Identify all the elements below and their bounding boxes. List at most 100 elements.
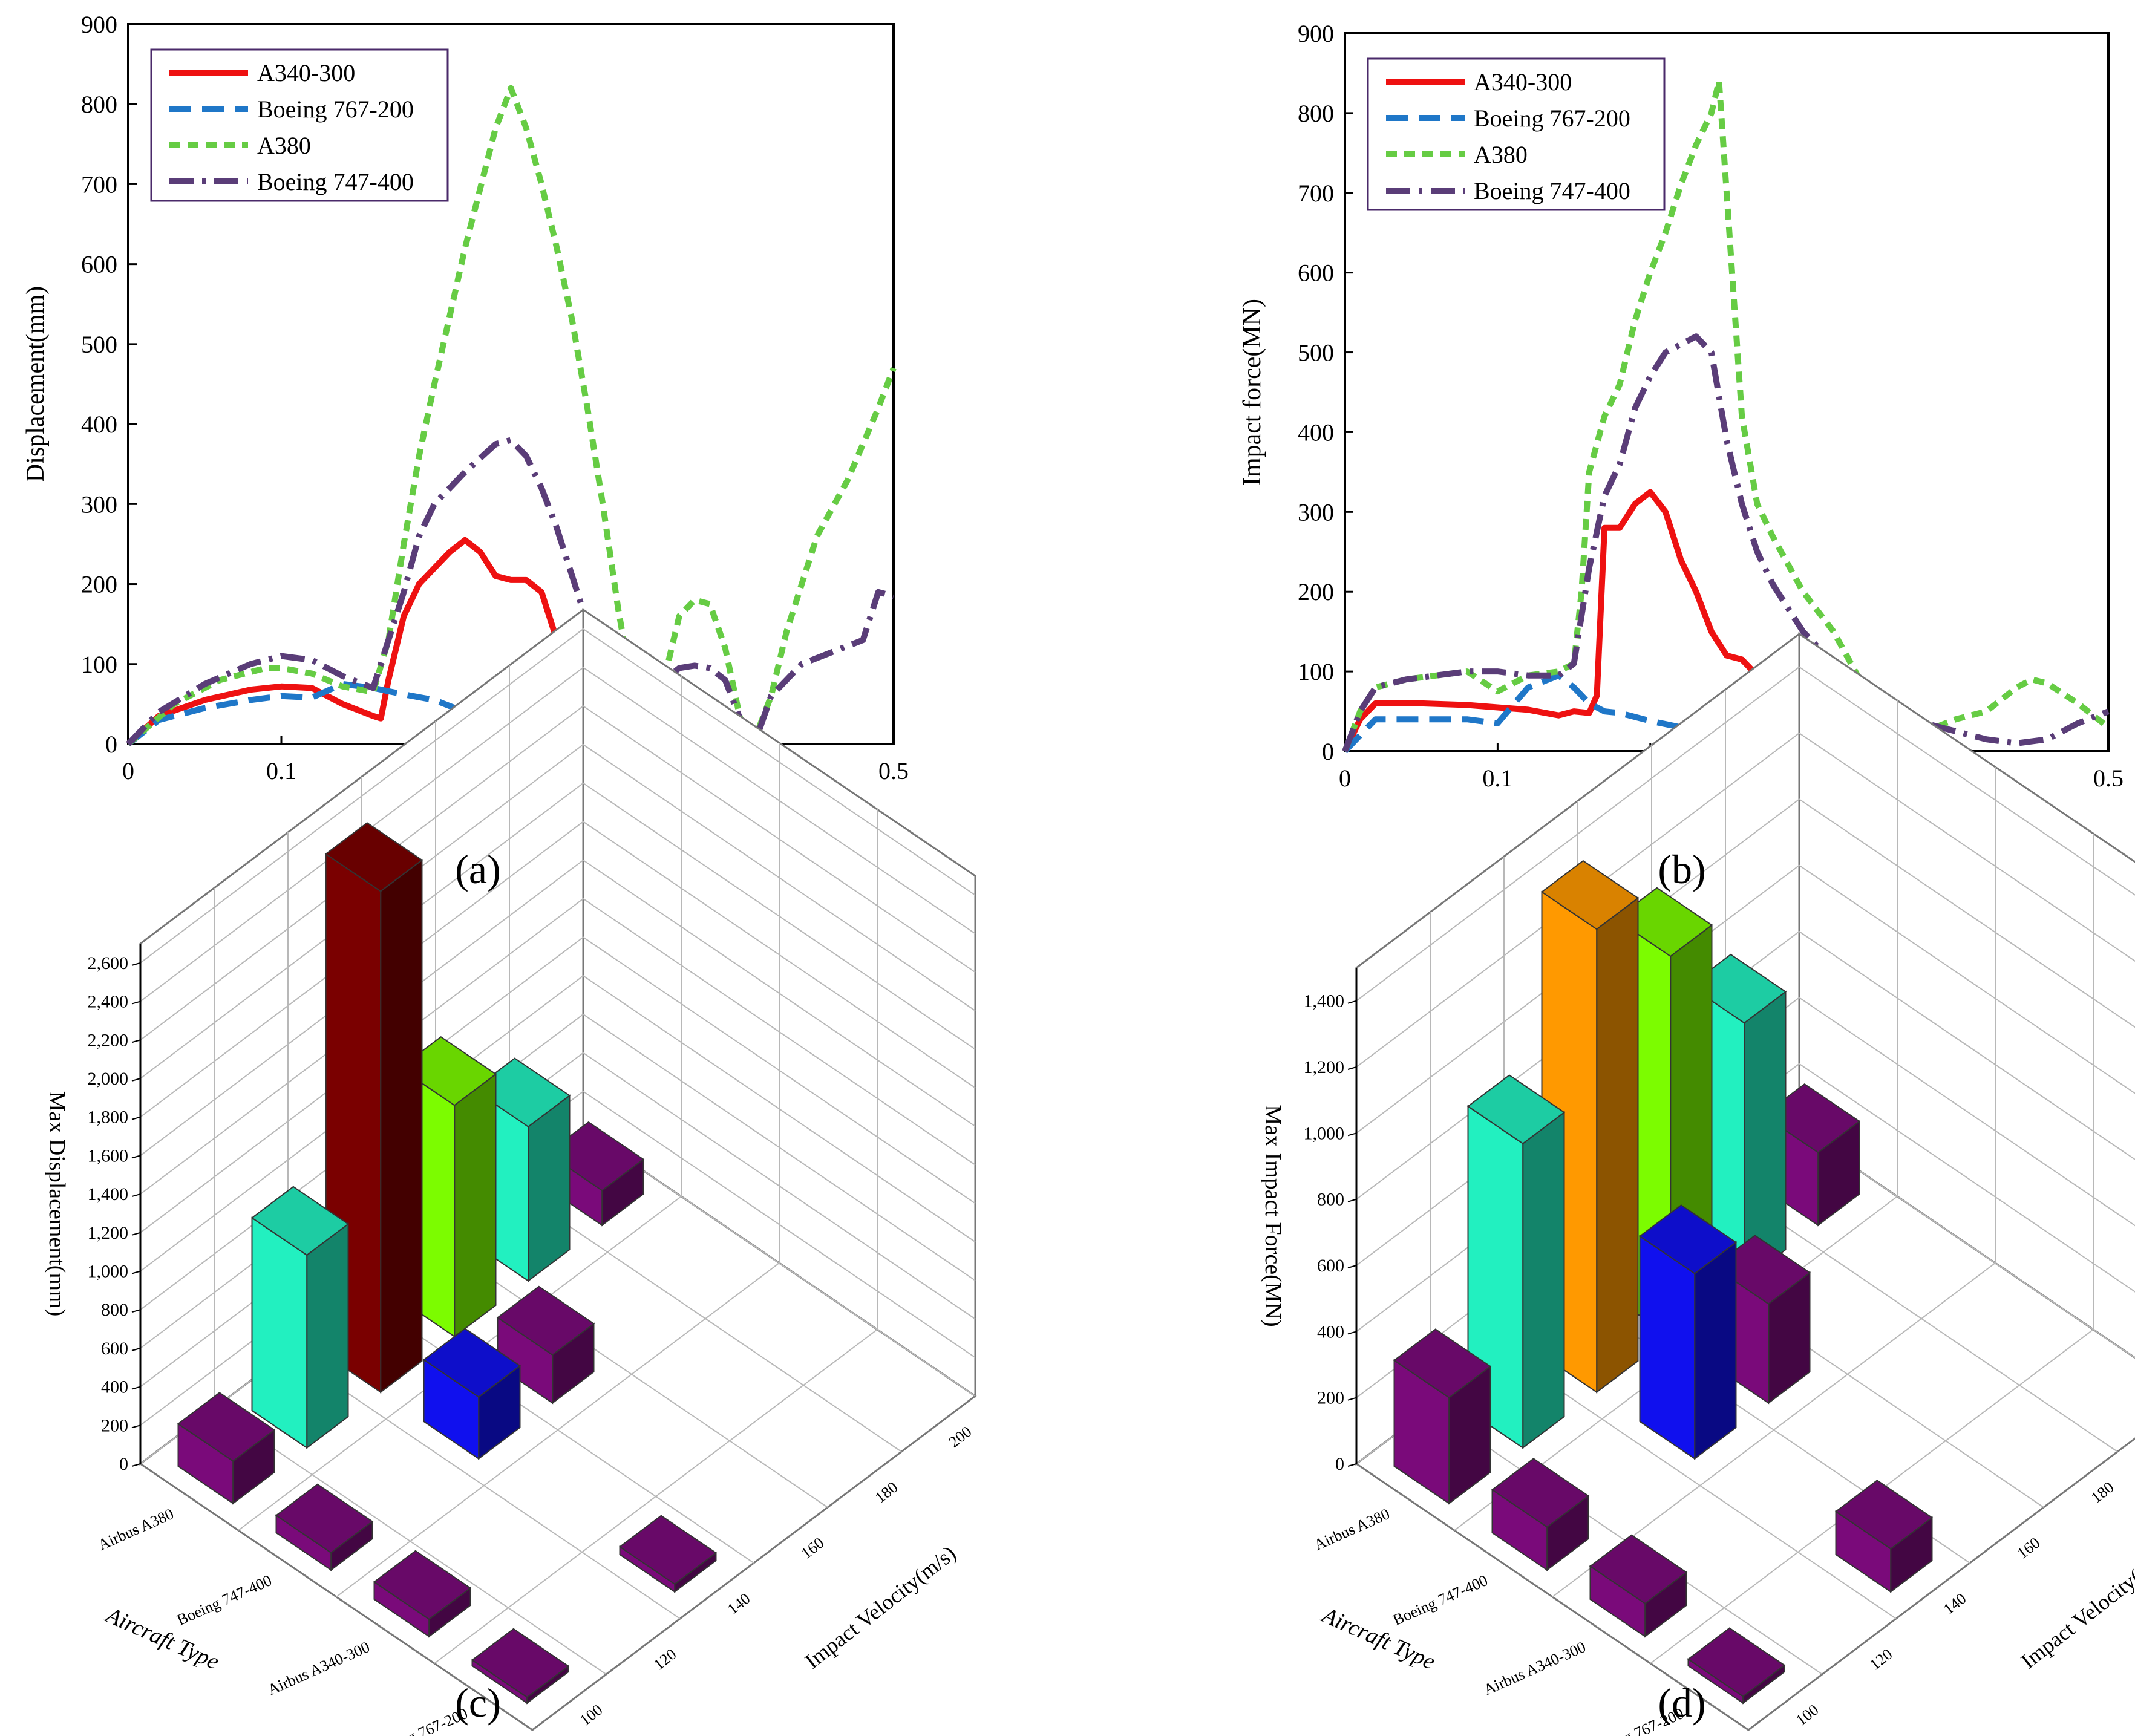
velocity-tick-label: 140	[1940, 1590, 1970, 1618]
bar-top-face	[546, 1121, 645, 1192]
y-tick-label: 500	[81, 331, 117, 358]
z-tick-mark	[131, 1155, 141, 1159]
panel-a-line-chart: 00.10.20.30.40.5010020030040050060070080…	[22, 11, 909, 823]
velocity-tick-label: 180	[2088, 1478, 2117, 1507]
z-tick-label: 0	[1335, 1454, 1344, 1474]
panel-b-line-chart: 00.10.20.30.40.5010020030040050060070080…	[1238, 20, 2124, 830]
bar-boeing-747-400-100	[275, 1483, 374, 1571]
bar-top-face	[250, 1186, 350, 1256]
z-tick-label: 400	[101, 1377, 128, 1397]
legend-label: A380	[257, 132, 311, 159]
y-tick-label: 300	[1298, 498, 1334, 526]
z-tick-label: 1,600	[88, 1146, 129, 1166]
x-tick-label: 0	[1339, 765, 1351, 792]
bar-boeing-747-400-140	[422, 1328, 521, 1460]
bar-top-face	[1834, 1480, 1934, 1550]
z-tick-label: 1,400	[1304, 991, 1345, 1011]
panel-c-3d-bar-chart: 0 200 400 600 800 1,000 1,200 1,400 1,600 1,800 2,…	[44, 607, 977, 1736]
bar-top-face	[1687, 1627, 1786, 1697]
z-tick-label: 800	[101, 1300, 128, 1320]
bar-front-face	[251, 1216, 308, 1449]
bar-front-face	[1639, 1235, 1696, 1460]
bar-top-face	[1688, 953, 1787, 1024]
z-tick-mark	[1347, 1066, 1357, 1070]
z-tick-mark	[1347, 1265, 1357, 1268]
z-tick-mark	[131, 1078, 141, 1082]
floor-grid-line	[361, 1296, 754, 1564]
z-tick-mark	[131, 1116, 141, 1120]
floor-grid-line	[214, 1408, 607, 1675]
z-tick-label: 400	[1317, 1322, 1344, 1342]
floor-grid-line	[287, 1352, 681, 1619]
bar-top-face	[324, 822, 423, 892]
bar-side-face	[1694, 1241, 1737, 1460]
z-tick-label: 2,000	[88, 1069, 129, 1089]
bar-boeing-767-200-100	[1687, 1627, 1786, 1705]
x-tick-label: 0.1	[1482, 765, 1512, 792]
z-tick-mark	[131, 1309, 141, 1313]
bar-side-face	[380, 858, 423, 1394]
aircraft-tick-label: Airbus A340-300	[265, 1638, 372, 1698]
bar-boeing-747-400-160	[496, 1285, 595, 1405]
z-tick-mark	[1347, 1198, 1357, 1202]
z-tick-label: 600	[1317, 1256, 1344, 1276]
legend-label: Boeing 767-200	[1474, 105, 1630, 132]
y-tick-label: 100	[1298, 658, 1334, 685]
bar-top-face	[1491, 1458, 1590, 1528]
bar-top-face	[1466, 1074, 1566, 1144]
bar-side-face	[306, 1222, 349, 1449]
x-tick-label: 0.5	[2093, 765, 2124, 792]
legend-label: A380	[1474, 141, 1528, 168]
z-tick-label: 1,400	[88, 1184, 129, 1204]
bar-top-face	[398, 1036, 497, 1106]
y-tick-label: 900	[81, 11, 117, 38]
bar-side-face	[1522, 1111, 1565, 1449]
velocity-tick-label: 180	[872, 1478, 901, 1507]
y-tick-label: 200	[1298, 578, 1334, 605]
bar-boeing-747-400-100	[1491, 1458, 1590, 1571]
z-tick-label: 1,200	[1304, 1057, 1345, 1077]
legend-label: Boeing 747-400	[257, 168, 414, 195]
y-tick-label: 200	[81, 571, 117, 598]
bar-side-face	[528, 1094, 571, 1282]
x-tick-label: 0.1	[266, 757, 296, 785]
y-tick-label: 700	[81, 171, 117, 198]
panel-label-d: (d)	[1658, 1680, 1705, 1726]
velocity-tick-label: 100	[577, 1701, 606, 1729]
y-axis-title: Impact force(MN)	[1238, 299, 1266, 486]
bar-top-face	[422, 1328, 521, 1398]
aircraft-tick-label: Airbus A340-300	[1481, 1638, 1588, 1698]
z-tick-label: 200	[101, 1415, 128, 1435]
legend-label: A340-300	[1474, 68, 1572, 96]
z-tick-mark	[131, 1232, 141, 1236]
floor-grid-line	[435, 1241, 828, 1508]
z-tick-label: 0	[119, 1454, 128, 1474]
y-tick-label: 0	[1322, 738, 1334, 765]
bar-airbus-a380-120	[250, 1186, 350, 1449]
panel-label-b: (b)	[1658, 846, 1705, 892]
bar-top-face	[1712, 1235, 1811, 1305]
bar-boeing-767-200-140	[618, 1515, 718, 1593]
legend-label: Boeing 767-200	[257, 96, 414, 123]
y-tick-label: 0	[105, 731, 117, 758]
y-axis-title: Displacement(mm)	[22, 286, 50, 482]
x-tick-label: 0.5	[878, 757, 909, 785]
bar-top-face	[1540, 860, 1640, 930]
z-tick-label: 2,600	[88, 953, 129, 973]
legend-label: Boeing 747-400	[1474, 177, 1630, 204]
z-tick-mark	[1347, 1463, 1357, 1467]
bar-top-face	[471, 1628, 570, 1698]
z-tick-mark	[1347, 1132, 1357, 1137]
bar-top-face	[177, 1392, 276, 1462]
bar-airbus-a380-100	[177, 1392, 276, 1505]
y-tick-label: 800	[1298, 100, 1334, 127]
z-tick-label: 800	[1317, 1190, 1344, 1210]
z-axis-title: Max Impact Force(MN)	[1260, 1105, 1286, 1326]
y-tick-label: 700	[1298, 180, 1334, 207]
velocity-axis-title: Impact Velocity(m/s)	[2016, 1541, 2135, 1674]
velocity-axis-title: Impact Velocity(m/s)	[800, 1541, 960, 1674]
z-tick-mark	[131, 1270, 141, 1274]
bar-top-face	[618, 1515, 718, 1585]
bar-side-face	[1744, 990, 1787, 1282]
